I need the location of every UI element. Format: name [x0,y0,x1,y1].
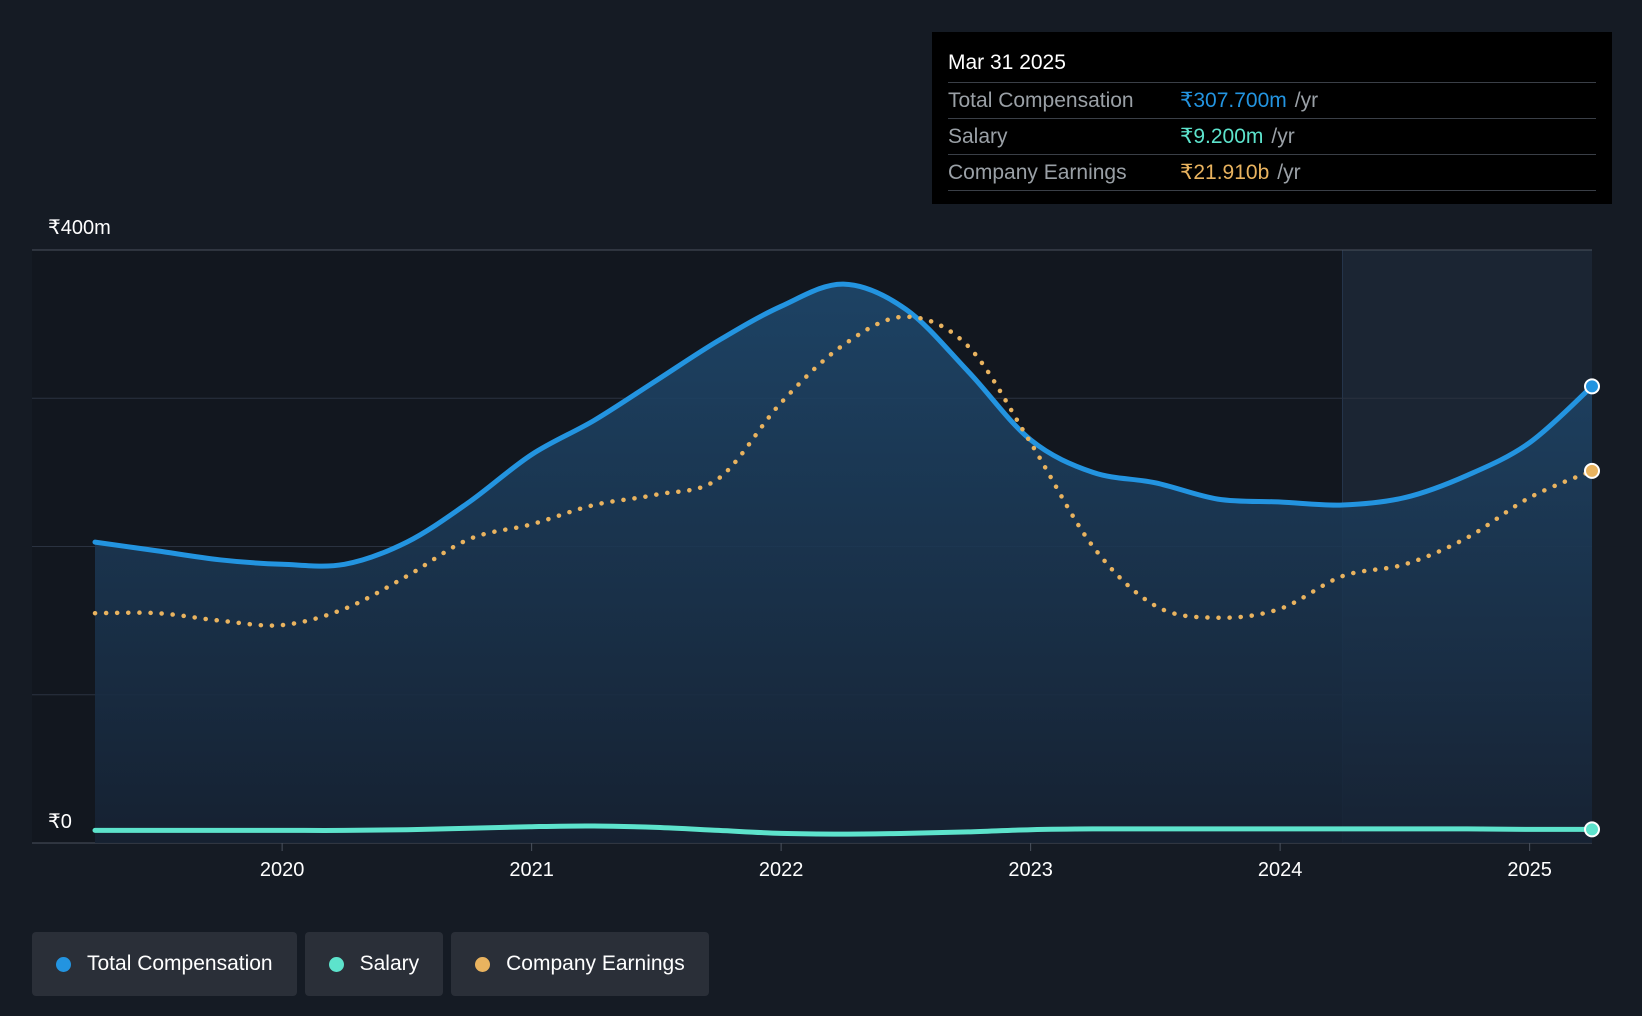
legend-label: Total Compensation [87,952,273,975]
tooltip-unit: /yr [1271,125,1295,148]
tooltip-row-company-earnings: Company Earnings ₹21.910b /yr [948,155,1596,191]
x-tick-label: 2023 [1008,859,1053,881]
legend: Total Compensation Salary Company Earnin… [32,932,709,996]
line-layer [92,281,1595,837]
legend-item-company-earnings[interactable]: Company Earnings [451,932,709,996]
area-layer [95,284,1592,843]
tooltip-label: Company Earnings [948,161,1127,184]
blue-dot-icon [56,956,71,972]
y-axis-label-top: ₹400m [48,217,111,239]
tooltip-value: ₹21.910b [1180,161,1270,184]
tooltip-unit: /yr [1277,161,1301,184]
x-tick-label: 2025 [1507,859,1552,881]
y-axis-label-bottom: ₹0 [48,811,72,833]
orange-dot-icon [475,956,491,972]
x-tick-label: 2020 [260,859,305,881]
tooltip-value: ₹307.700m [1180,89,1287,112]
x-tick-label: 2022 [759,859,804,881]
x-tick-label: 2024 [1258,859,1303,881]
axis-layer: ₹400m ₹0 2020 2021 2022 2023 2024 2025 [48,217,1552,881]
legend-item-salary[interactable]: Salary [304,932,444,996]
tooltip-row-salary: Salary ₹9.200m /yr [948,119,1596,155]
salary-line [92,823,1595,837]
tooltip-label: Salary [948,125,1008,148]
tooltip-panel: Mar 31 2025 Total Compensation ₹307.700m… [932,32,1612,204]
company-earnings-end-marker [1584,462,1600,479]
company-earnings-line [92,314,1595,628]
tooltip-date: Mar 31 2025 [948,32,1596,83]
salary-end-marker [1584,821,1600,838]
tooltip-value: ₹9.200m [1180,125,1264,148]
teal-dot-icon [328,956,344,972]
legend-item-total-compensation[interactable]: Total Compensation [32,932,297,996]
tooltip-label: Total Compensation [948,89,1134,112]
x-tick-label: 2021 [509,859,554,881]
total-compensation-area [95,284,1592,843]
total-compensation-end-marker [1584,378,1600,395]
marker-layer [1584,378,1600,838]
legend-label: Salary [359,952,420,975]
legend-label: Company Earnings [506,952,685,975]
tooltip-row-total-compensation: Total Compensation ₹307.700m /yr [948,83,1596,119]
tooltip-unit: /yr [1294,89,1319,112]
total-compensation-line [92,281,1595,569]
